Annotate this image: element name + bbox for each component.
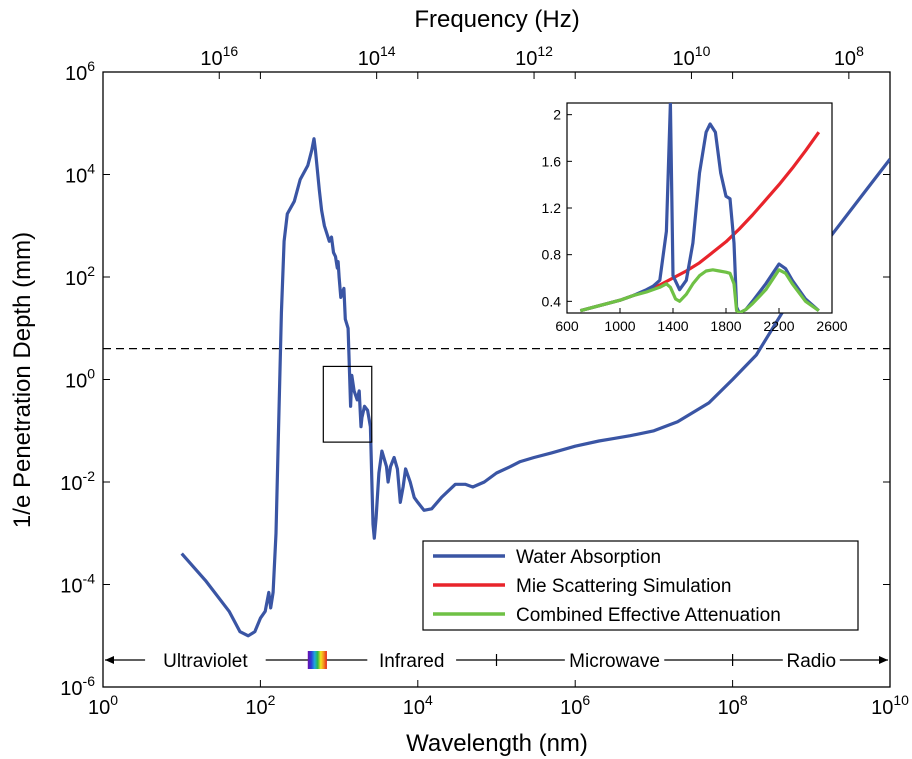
x-tick-label: 108	[718, 692, 748, 719]
band-label: Ultraviolet	[163, 651, 248, 672]
y-axis-title: 1/e Penetration Depth (mm)	[9, 232, 36, 528]
x-axis-ticks: 100 102 104 106 108 1010	[88, 72, 909, 719]
band-label-bg	[782, 649, 840, 671]
inset-x-tick-label: 2200	[763, 318, 794, 334]
y-tick-label: 100	[65, 366, 95, 393]
band-label-bg	[367, 649, 457, 671]
visible-spectrum-swatch	[307, 651, 327, 669]
legend-label: Water Absorption	[516, 547, 661, 568]
inset-y-tick-label: 1.6	[542, 153, 562, 169]
y-axis-ticks: 10-6 10-4 10-2 100 102 104 106	[60, 58, 890, 700]
inset-y-tick-label: 1.2	[542, 200, 562, 216]
water-absorption-line	[180, 137, 890, 638]
inset-plot: 600 1000 1400 1800 2200 2600 0.4 0.8 1.2 1.6 2	[542, 102, 848, 334]
y-tick-label: 102	[65, 263, 95, 290]
inset-combined-attenuation-line	[579, 268, 820, 313]
x-tick-label: 106	[560, 692, 590, 719]
y-tick-label: 10-2	[60, 468, 95, 495]
legend: Water Absorption Mie Scattering Simulatio…	[422, 540, 859, 631]
x-tick-label: 104	[403, 692, 433, 719]
inset-y-tick-label: 0.8	[542, 247, 562, 263]
inset-x-tick-label: 1400	[657, 318, 688, 334]
band-label: Microwave	[569, 651, 660, 672]
spectrum-arrow-right	[879, 656, 888, 664]
band-label-bg	[145, 649, 266, 671]
spectrum-bands: Ultraviolet Infrared Microwave Radio	[105, 649, 888, 672]
x-tick-label: 1010	[871, 692, 909, 719]
band-label: Infrared	[379, 651, 444, 672]
inset-x-tick-label: 2600	[816, 318, 847, 334]
x-tick-label: 102	[245, 692, 275, 719]
top-axis-ticks: 1016 1014 1012 1010 108	[200, 43, 864, 79]
top-tick-label: 1016	[200, 43, 238, 70]
y-tick-label: 106	[65, 58, 95, 85]
band-label: Radio	[786, 651, 836, 672]
y-tick-label: 10-6	[60, 673, 95, 700]
top-tick-label: 1010	[673, 43, 711, 70]
inset-y-tick-label: 0.4	[542, 293, 562, 309]
top-axis-title: Frequency (Hz)	[414, 6, 579, 33]
inset-series	[579, 103, 821, 313]
inset-water-absorption-line	[579, 103, 820, 313]
inset-x-tick-label: 1000	[604, 318, 635, 334]
spectrum-arrow-left	[105, 656, 114, 664]
y-tick-label: 104	[65, 161, 95, 188]
band-label-bg	[564, 649, 665, 671]
y-tick-label: 10-4	[60, 571, 95, 598]
inset-axis-ticks: 600 1000 1400 1800 2200 2600 0.4 0.8 1.2 1.6 2	[542, 107, 848, 334]
top-tick-label: 108	[834, 43, 864, 70]
legend-label: Mie Scattering Simulation	[516, 576, 731, 597]
x-tick-label: 100	[88, 692, 118, 719]
top-tick-label: 1014	[358, 43, 396, 70]
inset-y-tick-label: 2	[553, 107, 561, 123]
x-axis-title: Wavelength (nm)	[406, 730, 588, 757]
zoom-highlight-box	[322, 365, 373, 443]
inset-x-tick-label: 1800	[710, 318, 741, 334]
inset-x-tick-label: 600	[555, 318, 579, 334]
top-tick-label: 1012	[515, 43, 553, 70]
legend-label: Combined Effective Attenuation	[516, 605, 781, 626]
